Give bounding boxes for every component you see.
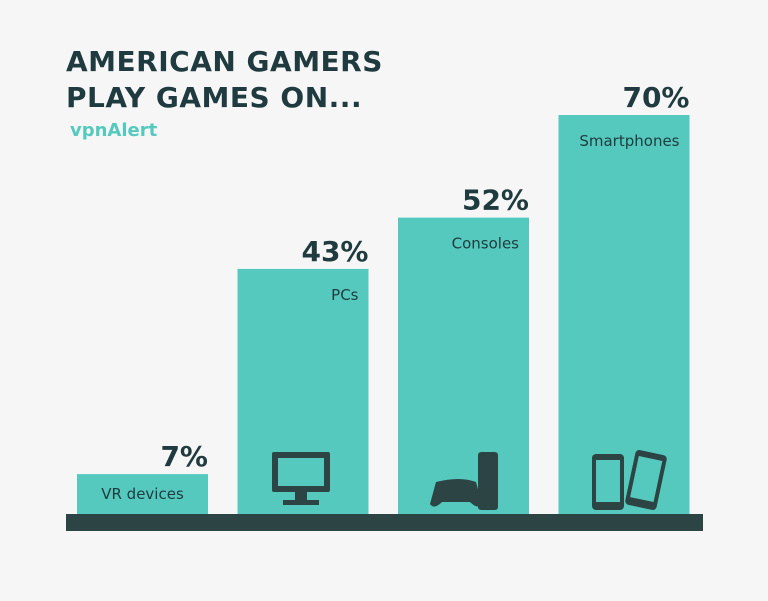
chart-title: AMERICAN GAMERS PLAY GAMES ON...: [66, 45, 383, 114]
logo: vpnAlert: [70, 120, 158, 141]
pc-screen: [278, 458, 324, 486]
phone-screen: [596, 460, 620, 502]
console-icon: [478, 452, 498, 510]
value-label: 70%: [622, 81, 689, 114]
category-label: PCs: [331, 286, 359, 304]
value-label: 7%: [160, 440, 208, 473]
bar: [558, 115, 690, 514]
bar: [398, 217, 529, 514]
bar: [77, 474, 208, 514]
value-label: 43%: [301, 235, 368, 268]
phone-screen: [630, 455, 663, 503]
category-label: Consoles: [452, 235, 520, 253]
gamepad-icon: [430, 479, 482, 507]
category-label: VR devices: [101, 485, 184, 503]
category-label: Smartphones: [579, 132, 679, 150]
pc-stand: [295, 492, 307, 500]
pc-base: [283, 500, 319, 505]
baseline: [66, 514, 703, 531]
value-label: 52%: [462, 184, 529, 217]
icons: [272, 450, 667, 510]
